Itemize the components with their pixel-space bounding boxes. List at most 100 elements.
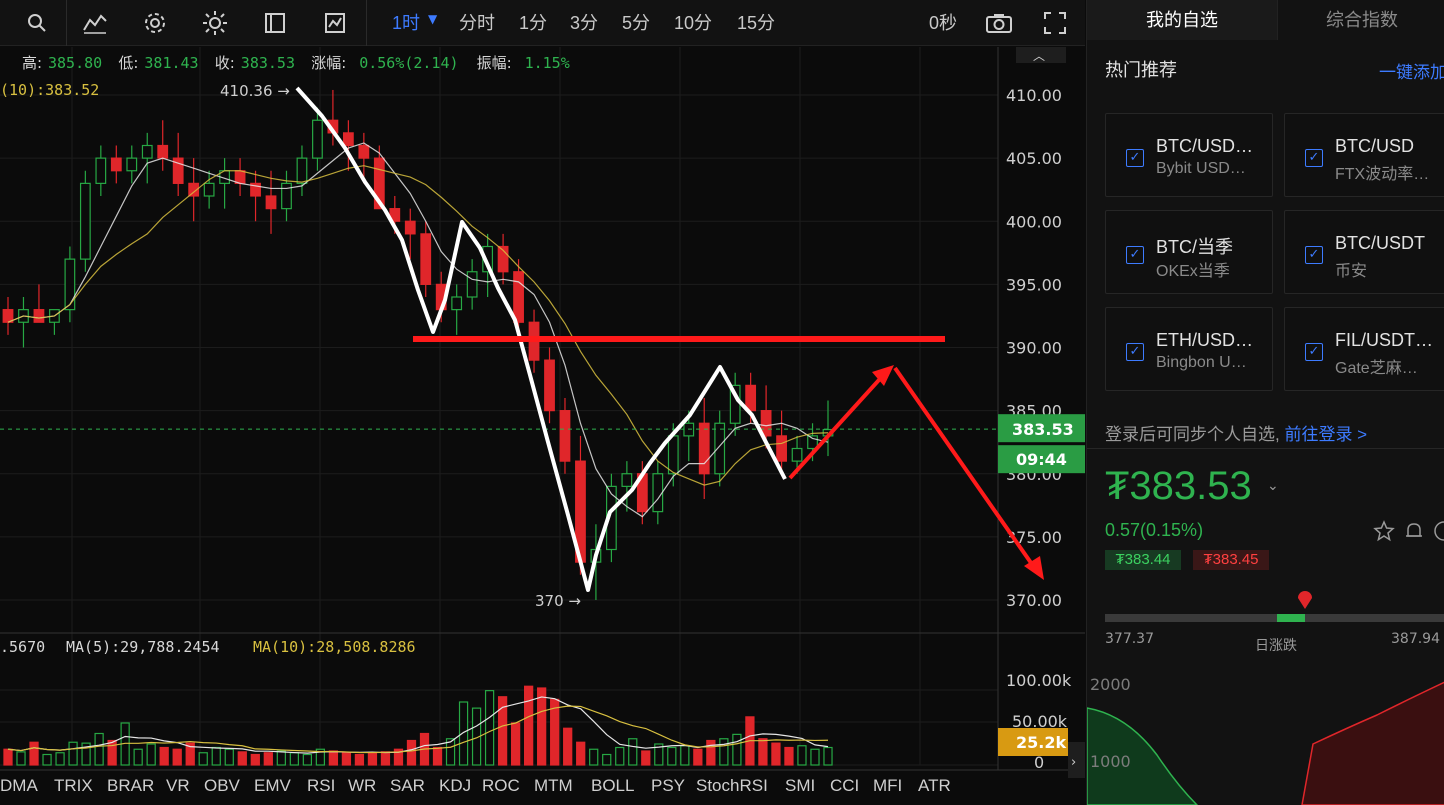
volume-bar xyxy=(550,698,560,766)
watch-card-btc-bybit[interactable]: ✓ BTC/USD… Bybit USD… xyxy=(1105,113,1273,197)
candle-body xyxy=(513,271,524,323)
volume-bar xyxy=(445,738,456,766)
candle-body xyxy=(126,157,138,172)
volume-bar xyxy=(380,751,391,766)
chart-type-icon[interactable] xyxy=(320,8,350,38)
checkbox-icon[interactable]: ✓ xyxy=(1126,343,1144,361)
day-change-label: 日涨跌 xyxy=(1255,637,1297,653)
volume-bar xyxy=(432,746,443,766)
price-chart[interactable]: 410.00 405.00 400.00 395.00 390.00 385.00 380.… xyxy=(0,47,1085,805)
watch-card-fil-gate[interactable]: ✓ FIL/USDT… Gate芝麻… xyxy=(1284,307,1444,391)
candle-body xyxy=(342,132,354,147)
volume-bar xyxy=(641,750,651,766)
indicator-tab-boll: BOLL xyxy=(591,776,634,795)
checkbox-icon[interactable]: ✓ xyxy=(1126,246,1144,264)
indicator-tab-smi: SMI xyxy=(785,776,815,795)
go-login-link[interactable]: 前往登录 > xyxy=(1284,425,1368,444)
bell-icon[interactable] xyxy=(1403,520,1425,546)
camera-icon[interactable] xyxy=(984,8,1014,38)
volume-bar xyxy=(55,752,65,766)
volume-bar xyxy=(680,745,690,766)
candle-body xyxy=(312,119,323,159)
watch-card-btc-okex[interactable]: ✓ BTC/当季 OKEx当季 xyxy=(1105,210,1273,294)
chevron-up-icon: ︿ xyxy=(1033,49,1045,63)
candle-body xyxy=(188,182,200,197)
fullscreen-icon[interactable] xyxy=(1040,8,1070,38)
candle-body xyxy=(172,157,184,184)
indicator-tab-wr: WR xyxy=(348,776,376,795)
volume-axis-label: 100.00k xyxy=(1006,671,1072,690)
indicator-tab-mtm: MTM xyxy=(534,776,573,795)
theme-sun-icon[interactable] xyxy=(200,8,230,38)
volume-bar xyxy=(237,751,247,766)
volume-bar xyxy=(563,727,573,766)
interval-1h[interactable]: 1时 xyxy=(392,13,421,33)
volume-bar xyxy=(289,752,299,766)
low-marker: 370 → xyxy=(535,592,581,610)
drawn-zigzag-line xyxy=(295,86,787,592)
volume-ma5-line xyxy=(7,696,829,754)
layout-icon[interactable] xyxy=(260,8,290,38)
more-icon[interactable] xyxy=(1433,520,1444,546)
tab-my-watchlist[interactable]: 我的自选 xyxy=(1087,0,1277,40)
candle-body xyxy=(652,473,664,513)
last-price: ₮383.53 xyxy=(1105,464,1252,508)
settings-gear-icon[interactable] xyxy=(140,8,170,38)
volume-bar xyxy=(771,742,781,766)
card-symbol: BTC/USD xyxy=(1335,136,1415,156)
ma5-line xyxy=(7,142,829,518)
volume-bar xyxy=(458,701,469,766)
indicator-tab-psy: PSY xyxy=(651,776,685,795)
volume-bar xyxy=(354,753,365,766)
candle-body xyxy=(420,233,432,285)
ohlc-label: 涨幅: xyxy=(311,54,346,72)
interval-3m[interactable]: 3分 xyxy=(570,13,599,33)
watch-card-btc-ftx[interactable]: ✓ BTC/USD FTX波动率… xyxy=(1284,113,1444,197)
interval-5m[interactable]: 5分 xyxy=(622,13,651,33)
price-change: 0.57(0.15%) xyxy=(1105,520,1204,540)
checkbox-icon[interactable]: ✓ xyxy=(1126,149,1144,167)
drawn-down-arrow xyxy=(893,366,1038,572)
star-icon[interactable] xyxy=(1373,520,1395,546)
chart-toolbar: 1时 ▼ 分时 1分 3分 5分 10分 15分 0秒 xyxy=(0,0,1085,46)
card-exchange: FTX波动率… xyxy=(1335,166,1430,183)
candle-body xyxy=(203,182,215,197)
watch-card-btc-binance[interactable]: ✓ BTC/USDT 币安 xyxy=(1284,210,1444,294)
interval-tick[interactable]: 分时 xyxy=(459,13,495,33)
watch-card-eth-bingbon[interactable]: ✓ ETH/USD… Bingbon U… xyxy=(1105,307,1273,391)
candle-body xyxy=(157,144,169,159)
checkbox-icon[interactable]: ✓ xyxy=(1305,343,1323,361)
volume-legend-ma10: MA(10):28,508.8286 xyxy=(253,638,416,656)
drawn-up-arrowhead xyxy=(872,365,894,386)
hot-recommend-title: 热门推荐 xyxy=(1105,60,1177,80)
interval-10m[interactable]: 10分 xyxy=(674,13,713,33)
chevron-down-icon[interactable]: ⌄ xyxy=(1267,478,1279,494)
candle-body xyxy=(544,359,555,412)
price-axis-label: 375.00 xyxy=(1006,528,1062,547)
volume-bar xyxy=(107,739,117,766)
interval-1m[interactable]: 1分 xyxy=(519,13,548,33)
indicator-icon[interactable] xyxy=(80,8,110,38)
volume-bar xyxy=(94,732,104,766)
checkbox-icon[interactable]: ✓ xyxy=(1305,149,1323,167)
chevron-down-icon[interactable]: ▼ xyxy=(428,12,438,26)
volume-bar xyxy=(484,690,495,766)
indicator-tab-brar: BRAR xyxy=(107,776,154,795)
indicator-tab-stochrsi: StochRSI xyxy=(696,776,768,795)
candle-body xyxy=(250,182,261,197)
volume-bar xyxy=(224,748,234,766)
search-icon[interactable] xyxy=(22,8,52,38)
card-symbol: ETH/USD… xyxy=(1156,330,1254,350)
range-pin-icon xyxy=(1295,588,1315,614)
checkbox-icon[interactable]: ✓ xyxy=(1305,246,1323,264)
volume-bar xyxy=(523,685,534,766)
tab-composite-index[interactable]: 综合指数 xyxy=(1326,10,1398,30)
add-all-link[interactable]: 一键添加 xyxy=(1379,63,1444,82)
volume-bar xyxy=(667,746,677,766)
volume-bar xyxy=(198,752,208,766)
volume-bar xyxy=(589,748,599,766)
interval-15m[interactable]: 15分 xyxy=(737,13,776,33)
login-sync-hint: 登录后可同步个人自选, 前往登录 > xyxy=(1105,425,1368,444)
volume-bar xyxy=(758,738,768,766)
